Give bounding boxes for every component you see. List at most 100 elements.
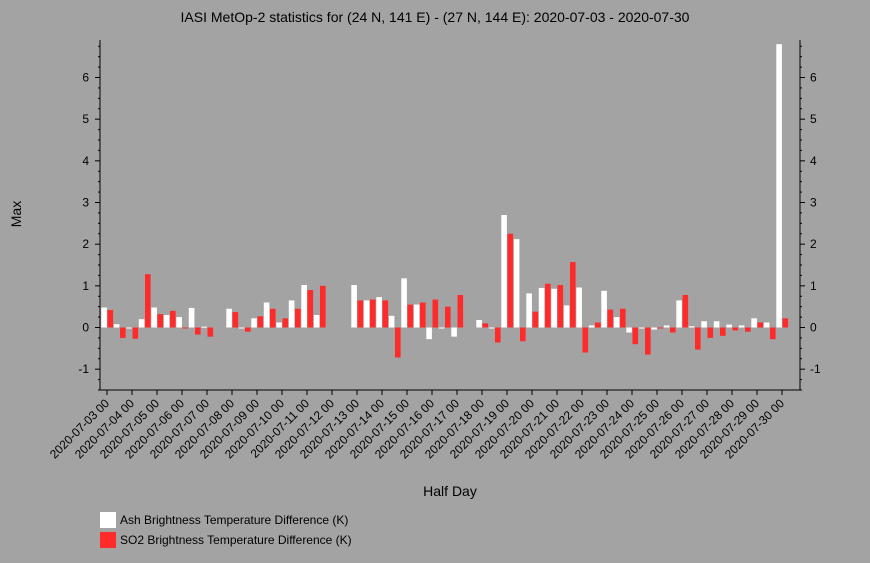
so2-bar — [445, 306, 451, 328]
chart-title: IASI MetOp-2 statistics for (24 N, 141 E… — [180, 9, 690, 25]
ash-bar — [388, 315, 395, 328]
so2-bar — [682, 295, 689, 328]
ash-bar — [113, 324, 120, 328]
so2-bar — [720, 327, 726, 336]
ash-bar — [151, 307, 157, 328]
so2-bar — [120, 327, 126, 338]
so2-bar — [370, 299, 376, 328]
ash-bar — [701, 321, 707, 328]
ash-bar — [451, 327, 457, 337]
so2-bar — [257, 316, 264, 328]
so2-bar — [207, 327, 214, 337]
ash-bar — [738, 325, 745, 328]
y-tick-label-right: 3 — [810, 196, 817, 210]
so2-bar — [420, 302, 426, 328]
y-tick-label-left: 4 — [82, 154, 89, 168]
ash-bar — [138, 319, 145, 328]
so2-bar — [457, 295, 464, 328]
ash-bar — [688, 326, 695, 328]
so2-bar — [570, 262, 576, 328]
so2-bar — [295, 308, 301, 328]
ash-bar — [763, 322, 770, 328]
ash-bar — [713, 321, 720, 328]
ash-bar — [201, 326, 207, 328]
ash-bar — [676, 300, 682, 328]
ash-bar — [126, 327, 132, 329]
y-tick-label-right: 5 — [810, 112, 817, 126]
x-axis-label: Half Day — [423, 483, 477, 499]
ash-bar — [651, 327, 657, 330]
ash-bar — [251, 318, 257, 328]
so2-bar — [657, 327, 664, 329]
legend-swatch-so2 — [100, 532, 116, 548]
so2-bar — [520, 327, 526, 342]
ash-bar — [438, 327, 445, 329]
so2-bar — [382, 300, 389, 328]
ash-bar — [526, 293, 532, 328]
y-tick-label-right: 2 — [810, 237, 817, 251]
so2-bar — [432, 299, 439, 328]
ash-bar — [501, 215, 507, 328]
ash-bar — [513, 239, 520, 328]
y-tick-label-left: -1 — [78, 362, 89, 376]
ash-bar — [401, 278, 407, 328]
so2-bar — [157, 314, 164, 328]
legend-item-ash: Ash Brightness Temperature Difference (K… — [100, 512, 348, 528]
ash-bar — [301, 285, 307, 328]
so2-bar — [545, 283, 551, 328]
so2-bar — [182, 327, 189, 329]
y-tick-label-right: -1 — [810, 362, 821, 376]
ash-bar — [663, 325, 670, 328]
ash-bar — [576, 287, 582, 328]
ash-bar — [476, 320, 482, 328]
so2-bar — [282, 318, 289, 328]
ash-bar — [426, 327, 432, 340]
so2-bar — [270, 308, 276, 328]
so2-bar — [782, 318, 789, 328]
y-tick-label-right: 4 — [810, 154, 817, 168]
legend-label-ash: Ash Brightness Temperature Difference (K… — [120, 513, 349, 527]
so2-bar — [132, 327, 139, 339]
y-tick-label-left: 6 — [82, 71, 89, 85]
legend-label-so2: SO2 Brightness Temperature Difference (K… — [120, 533, 352, 547]
ash-bar — [626, 327, 632, 333]
ash-bar — [176, 317, 182, 328]
y-tick-label-right: 0 — [810, 321, 817, 335]
ash-bar — [188, 307, 195, 328]
so2-bar — [195, 327, 201, 335]
so2-bar — [620, 308, 626, 328]
ash-bar — [613, 317, 620, 328]
ash-bar — [776, 44, 782, 328]
so2-bar — [395, 327, 401, 358]
ash-bar — [538, 287, 545, 328]
ash-bar — [488, 327, 495, 329]
ash-bar — [726, 324, 732, 328]
ash-bar — [588, 325, 595, 328]
so2-bar — [595, 322, 601, 328]
so2-bar — [320, 285, 326, 328]
so2-bar — [670, 327, 676, 333]
legend-swatch-ash — [100, 512, 116, 528]
ash-bar — [363, 300, 370, 328]
so2-bar — [245, 327, 251, 332]
so2-bar — [507, 233, 514, 328]
so2-bar — [307, 290, 314, 328]
so2-bar — [582, 327, 589, 353]
ash-bar — [238, 327, 245, 329]
so2-bar — [357, 300, 364, 328]
y-tick-label-left: 1 — [82, 279, 89, 293]
so2-bar — [170, 310, 176, 328]
so2-bar — [645, 327, 651, 355]
so2-bar — [632, 327, 639, 345]
so2-bar — [770, 327, 776, 340]
y-tick-label-right: 1 — [810, 279, 817, 293]
y-tick-label-left: 3 — [82, 196, 89, 210]
so2-bar — [482, 323, 489, 328]
so2-bar — [745, 327, 751, 332]
ash-bar — [163, 315, 170, 328]
so2-bar — [695, 327, 701, 350]
ash-bar — [551, 288, 557, 328]
ash-bar — [313, 315, 320, 328]
y-tick-label-left: 2 — [82, 237, 89, 251]
